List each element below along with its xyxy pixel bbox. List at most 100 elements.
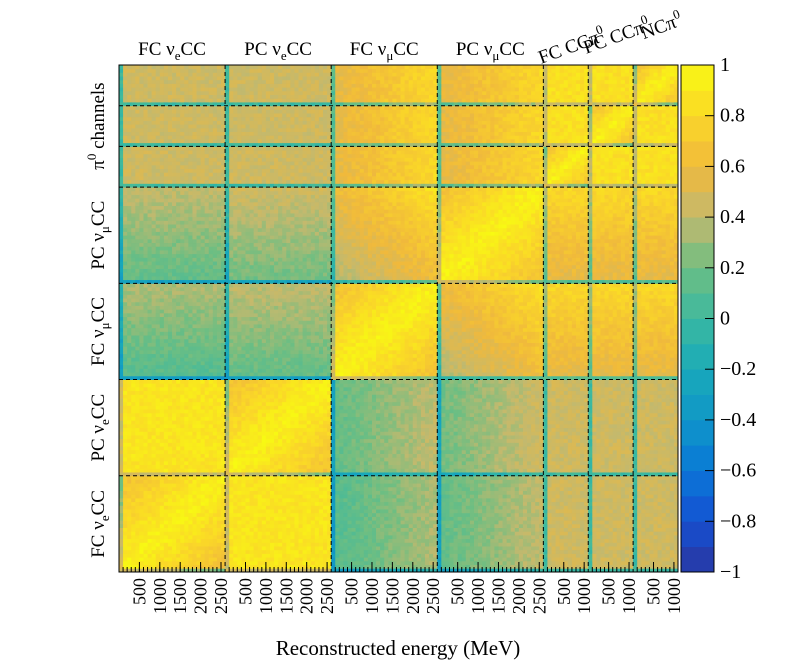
- heatmap-cell: [249, 460, 255, 466]
- heatmap-cell: [208, 494, 214, 499]
- heatmap-cell: [265, 364, 271, 369]
- heatmap-cell: [208, 294, 214, 299]
- heatmap-cell: [216, 479, 222, 484]
- heatmap-cell: [249, 553, 255, 558]
- heatmap-cell: [249, 79, 255, 84]
- heatmap-cell: [123, 238, 128, 244]
- heatmap-cell: [135, 472, 140, 477]
- heatmap-cell: [143, 427, 148, 432]
- heatmap-cell: [143, 209, 148, 214]
- heatmap-cell: [119, 464, 124, 469]
- heatmap-cell: [225, 375, 230, 380]
- heatmap-cell: [229, 442, 234, 447]
- heatmap-cell: [159, 338, 165, 343]
- heatmap-cell: [233, 268, 238, 273]
- heatmap-cell: [159, 235, 165, 240]
- heatmap-cell: [167, 405, 173, 410]
- heatmap-cell: [167, 509, 173, 514]
- heatmap-cell: [237, 253, 242, 258]
- heatmap-cell: [229, 494, 234, 499]
- heatmap-cell: [237, 179, 242, 184]
- heatmap-cell: [204, 98, 210, 103]
- heatmap-cell: [139, 497, 144, 503]
- heatmap-cell: [151, 349, 157, 355]
- heatmap-cell: [143, 157, 148, 162]
- heatmap-cell: [229, 253, 234, 258]
- heatmap-cell: [253, 383, 259, 388]
- heatmap-cell: [225, 316, 230, 321]
- heatmap-cell: [147, 183, 153, 188]
- heatmap-cell: [172, 435, 177, 440]
- heatmap-cell: [135, 416, 140, 421]
- heatmap-cell: [139, 290, 144, 295]
- heatmap-cell: [253, 146, 259, 151]
- heatmap-cell: [135, 346, 140, 351]
- heatmap-cell: [180, 227, 185, 232]
- heatmap-cell: [147, 412, 153, 417]
- heatmap-cell: [233, 435, 238, 440]
- heatmap-cell: [119, 183, 124, 188]
- heatmap-cell: [139, 512, 144, 517]
- heatmap-cell: [204, 338, 210, 343]
- heatmap-cell: [245, 383, 250, 388]
- heatmap-cell: [196, 90, 202, 96]
- heatmap-cell: [221, 183, 226, 188]
- heatmap-cell: [245, 250, 250, 255]
- heatmap-cell: [135, 164, 140, 170]
- heatmap-cell: [159, 127, 165, 133]
- heatmap-cell: [225, 472, 230, 477]
- heatmap-cell: [176, 460, 181, 466]
- heatmap-cell: [176, 279, 181, 284]
- heatmap-cell: [147, 309, 153, 314]
- heatmap-cell: [147, 209, 153, 214]
- heatmap-cell: [131, 131, 136, 136]
- heatmap-cell: [216, 109, 222, 114]
- heatmap-cell: [229, 116, 234, 121]
- heatmap-cell: [257, 316, 263, 321]
- heatmap-cell: [261, 486, 267, 491]
- heatmap-cell: [208, 305, 214, 310]
- heatmap-cell: [180, 194, 185, 199]
- heatmap-cell: [139, 494, 144, 499]
- heatmap-cell: [212, 527, 218, 532]
- heatmap-cell: [208, 423, 214, 429]
- heatmap-cell: [221, 298, 226, 303]
- heatmap-cell: [135, 220, 140, 225]
- heatmap-cell: [123, 187, 128, 192]
- heatmap-cell: [163, 135, 169, 140]
- heatmap-cell: [143, 520, 148, 525]
- heatmap-cell: [233, 409, 238, 414]
- heatmap-cell: [123, 479, 128, 484]
- heatmap-cell: [200, 246, 206, 251]
- heatmap-cell: [233, 283, 238, 288]
- heatmap-cell: [131, 557, 136, 562]
- heatmap-cell: [261, 401, 267, 406]
- heatmap-cell: [245, 105, 250, 110]
- heatmap-cell: [196, 146, 202, 151]
- heatmap-cell: [208, 435, 214, 440]
- heatmap-cell: [200, 546, 206, 551]
- heatmap-cell: [176, 146, 181, 151]
- heatmap-cell: [257, 357, 263, 362]
- heatmap-cell: [221, 324, 226, 329]
- heatmap-cell: [253, 198, 259, 203]
- heatmap-cell: [249, 557, 255, 562]
- heatmap-cell: [261, 435, 267, 440]
- heatmap-cell: [261, 446, 267, 451]
- heatmap-cell: [127, 179, 132, 184]
- heatmap-cell: [257, 275, 263, 281]
- heatmap-cell: [257, 390, 263, 395]
- heatmap-cell: [123, 190, 128, 195]
- heatmap-cell: [221, 87, 226, 92]
- heatmap-cell: [188, 209, 193, 214]
- heatmap-cell: [221, 179, 226, 184]
- heatmap-cell: [155, 568, 161, 573]
- heatmap-cell: [216, 253, 222, 258]
- heatmap-cell: [155, 331, 161, 336]
- heatmap-cell: [245, 564, 250, 569]
- heatmap-cell: [253, 494, 259, 499]
- heatmap-cell: [151, 386, 157, 392]
- heatmap-cell: [119, 427, 124, 432]
- heatmap-cell: [245, 375, 250, 380]
- heatmap-cell: [245, 423, 250, 429]
